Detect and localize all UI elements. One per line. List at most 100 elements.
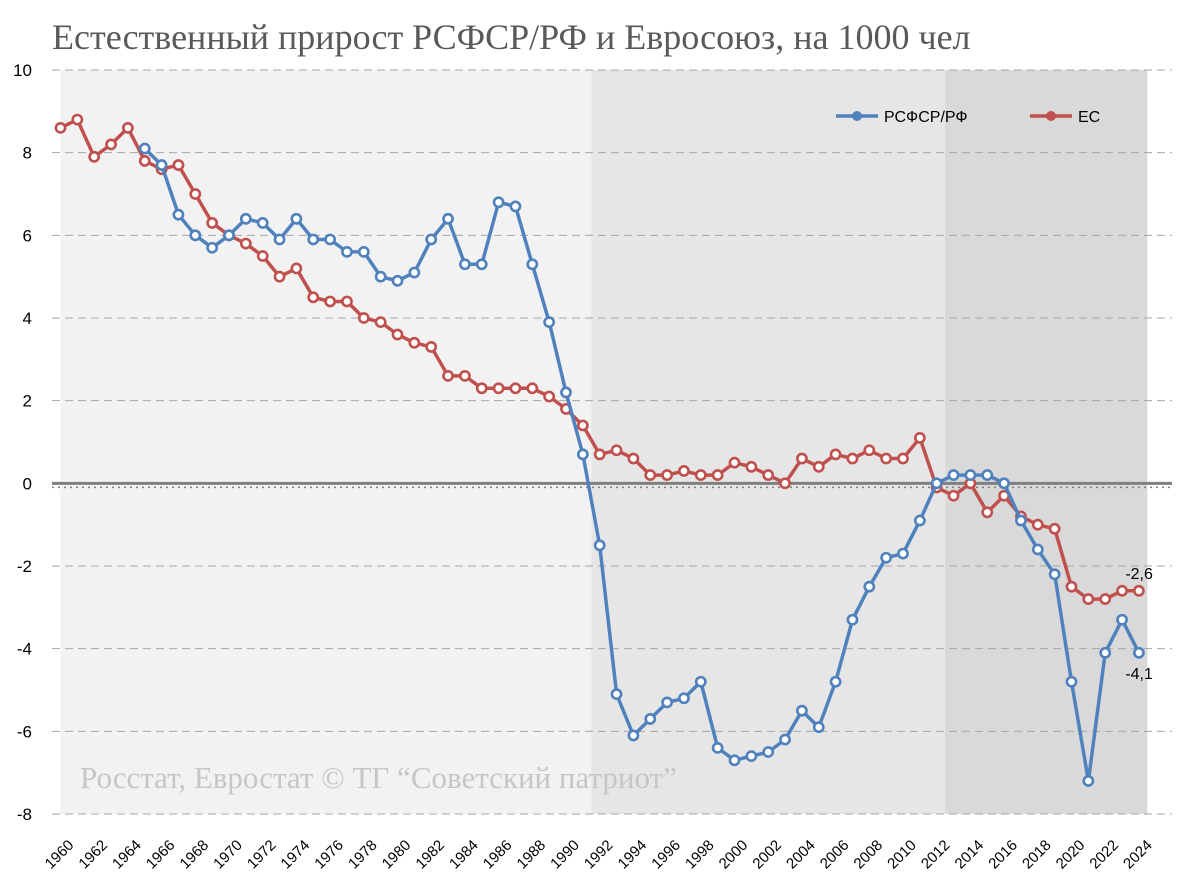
background-band-3 [945, 70, 1148, 814]
y-tick-label: -8 [17, 805, 32, 824]
point-eu [526, 382, 539, 395]
point-rf [391, 274, 404, 287]
point-eu [779, 477, 791, 490]
x-tick-label: 1960 [42, 837, 78, 873]
point-eu [88, 150, 101, 163]
point-rf [593, 539, 606, 552]
point-eu [576, 419, 589, 432]
point-rf [357, 245, 370, 258]
point-rf [239, 212, 252, 225]
x-tick-label: 2020 [1053, 837, 1089, 873]
x-tick-label: 1970 [210, 837, 246, 873]
y-tick-label: 0 [23, 474, 32, 493]
point-eu [543, 390, 556, 403]
x-tick-label: 2000 [716, 837, 752, 873]
x-tick-label: 1972 [244, 837, 280, 873]
x-tick-label: 1974 [278, 837, 314, 873]
data-label: -4,1 [1125, 666, 1153, 683]
point-eu [796, 452, 808, 465]
point-eu [138, 155, 151, 167]
point-rf [897, 547, 909, 560]
point-eu [846, 452, 859, 465]
point-eu [1048, 522, 1061, 535]
point-rf [560, 386, 572, 399]
point-eu [1116, 584, 1128, 597]
point-eu [1031, 518, 1044, 531]
legend-swatch-marker [852, 111, 862, 121]
point-rf [644, 713, 657, 725]
background-bands [60, 70, 1148, 814]
point-eu [880, 452, 893, 465]
y-tick-label: 2 [23, 392, 32, 411]
point-rf [661, 696, 673, 709]
x-tick-label: 1962 [75, 837, 111, 873]
point-eu [374, 316, 387, 329]
source-note: Росстат, Евростат © ТГ “Советский патрио… [80, 760, 677, 795]
point-rf [290, 212, 303, 225]
point-rf [1116, 613, 1128, 626]
point-eu [509, 382, 522, 395]
point-rf [711, 741, 724, 754]
point-rf [492, 196, 505, 209]
point-rf [189, 229, 202, 242]
point-rf [863, 580, 876, 593]
point-eu [678, 465, 690, 477]
point-rf [307, 233, 320, 246]
point-eu [442, 369, 454, 382]
point-eu [408, 336, 421, 349]
point-rf [947, 469, 960, 481]
point-rf [964, 469, 977, 481]
point-rf [475, 258, 488, 271]
point-eu [745, 460, 758, 473]
point-rf [1082, 775, 1095, 787]
point-rf [374, 270, 387, 283]
x-tick-label: 1978 [345, 837, 381, 873]
point-eu [54, 121, 67, 134]
point-rf [627, 729, 640, 742]
point-rf [509, 200, 522, 213]
point-eu [341, 295, 353, 308]
chart-title: Естественный прирост РСФСР/РФ и Евросоюз… [52, 17, 971, 57]
point-eu [206, 217, 219, 229]
point-eu [189, 188, 202, 200]
y-tick-label: 6 [23, 226, 32, 245]
point-rf [728, 754, 741, 767]
point-rf [779, 733, 791, 746]
x-tick-label: 2012 [918, 837, 954, 873]
point-rf [576, 448, 589, 461]
point-eu [1082, 593, 1095, 605]
x-tick-label: 1982 [412, 837, 448, 873]
point-rf [796, 704, 808, 717]
point-eu [492, 382, 505, 395]
point-rf [543, 316, 556, 329]
point-rf [1065, 675, 1078, 688]
point-rf [678, 692, 690, 705]
point-eu [981, 506, 994, 519]
y-tick-label: -4 [17, 640, 32, 659]
point-eu [829, 448, 842, 461]
point-rf [1048, 568, 1061, 581]
point-rf [1031, 543, 1044, 556]
x-tick-label: 2006 [817, 837, 853, 873]
point-rf [745, 750, 758, 763]
legend-item-rf: РСФСР/РФ [836, 109, 968, 126]
point-eu [458, 369, 471, 382]
series-rf [138, 142, 1145, 787]
legend-label-eu: ЕС [1078, 109, 1100, 126]
point-eu [947, 489, 960, 502]
x-tick-label: 1992 [581, 837, 617, 873]
point-rf [846, 613, 859, 626]
point-eu [762, 469, 775, 481]
point-eu [1099, 593, 1112, 605]
point-eu [172, 159, 185, 171]
point-rf [223, 229, 235, 242]
point-eu [593, 448, 606, 461]
point-rf [155, 159, 168, 171]
point-eu [307, 291, 320, 304]
point-rf [694, 675, 707, 688]
x-tick-label: 1990 [547, 837, 583, 873]
point-rf [273, 233, 286, 246]
x-tick-label: 1984 [446, 837, 482, 873]
point-eu [627, 452, 640, 465]
point-eu [1133, 584, 1145, 597]
